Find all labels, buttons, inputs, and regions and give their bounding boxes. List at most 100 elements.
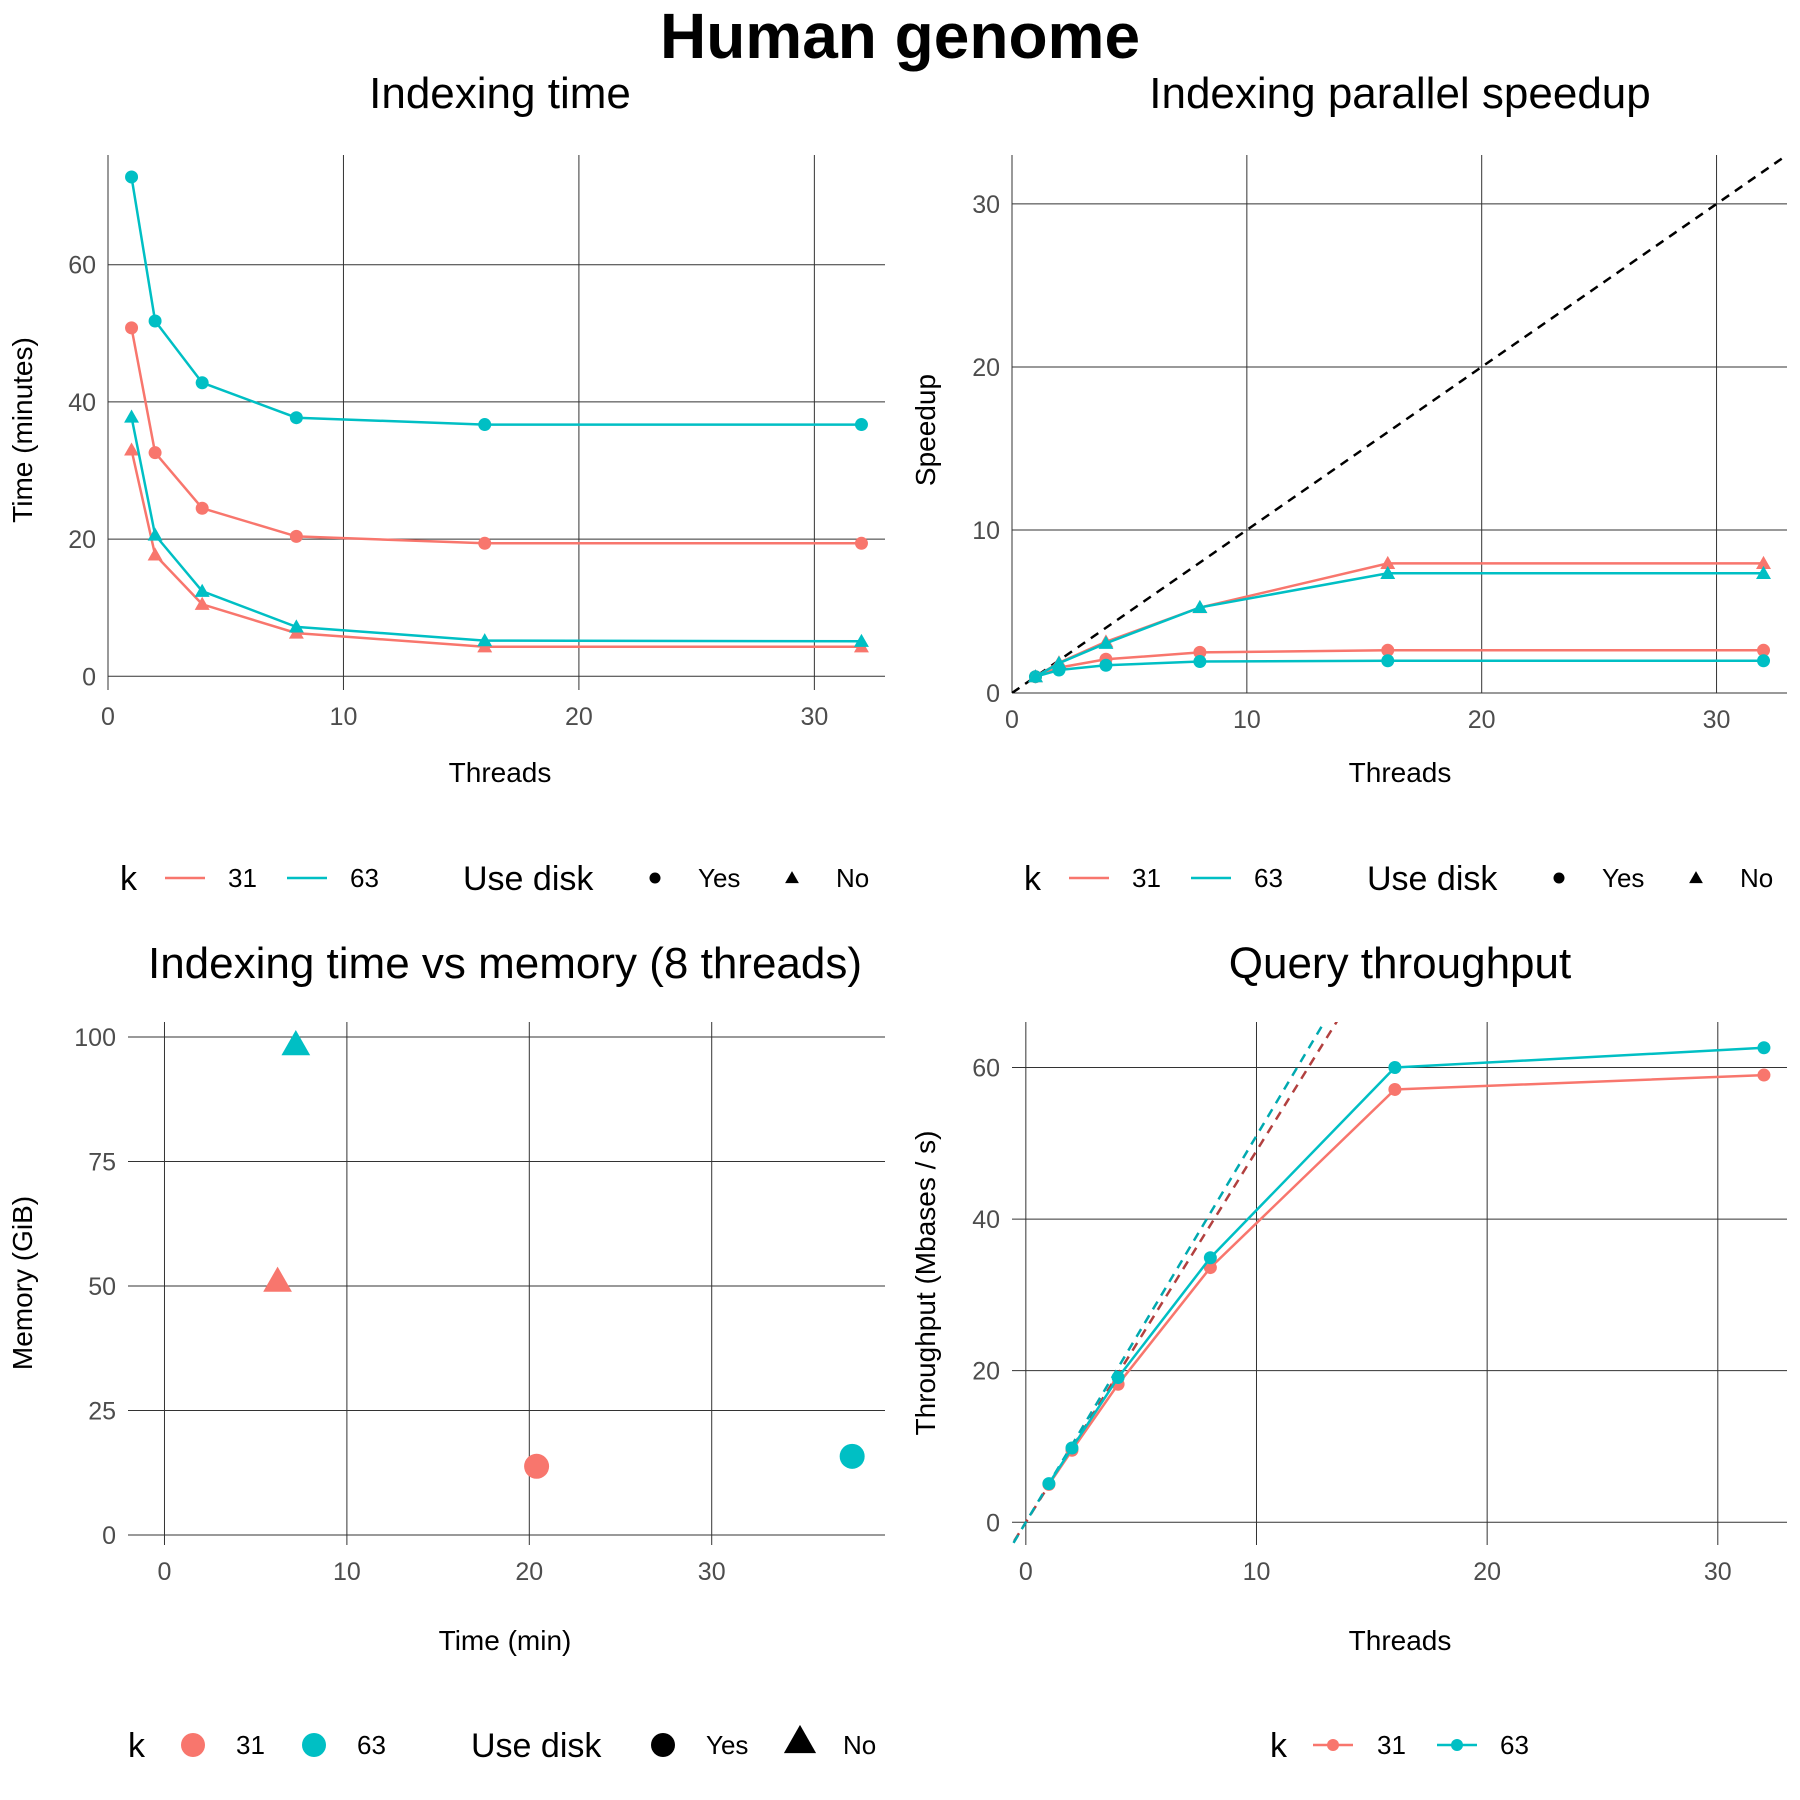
data-point xyxy=(1757,643,1771,657)
x-axis-label: Threads xyxy=(1349,757,1452,788)
series-line-k63 xyxy=(1047,1046,1764,1485)
data-point xyxy=(263,1266,292,1292)
legend-title-disk: Use disk xyxy=(1367,860,1498,898)
legend-label: 31 xyxy=(1377,1730,1406,1760)
legend-label: 63 xyxy=(1500,1730,1529,1760)
data-point xyxy=(1756,565,1771,579)
data-point xyxy=(1381,643,1395,657)
data-point xyxy=(1388,1060,1402,1074)
legend-label: No xyxy=(843,1730,876,1760)
y-tick-label: 60 xyxy=(972,1054,1000,1082)
data-point xyxy=(1192,599,1208,614)
x-tick-label: 0 xyxy=(158,1558,172,1586)
x-tick-label: 30 xyxy=(800,703,828,731)
legend-key-k31 xyxy=(181,1733,205,1757)
data-point xyxy=(281,1030,311,1056)
plot-area xyxy=(1012,1022,1771,1545)
legend: k 31 63 Use disk Yes No xyxy=(1024,860,1773,898)
data-point xyxy=(1380,555,1396,569)
y-tick-label: 50 xyxy=(88,1273,116,1301)
legend: k 31 63 Use disk Yes No xyxy=(128,1724,876,1765)
x-axis-label: Time (min) xyxy=(439,1625,572,1656)
y-tick-label: 40 xyxy=(68,389,96,417)
panel-speedup: Indexing parallel speedup 0 10 20 30 0 10 20 30 T… xyxy=(910,69,1787,898)
data-point xyxy=(194,596,210,610)
y-tick-label: 10 xyxy=(972,517,1000,545)
data-point xyxy=(839,1443,865,1469)
panel-throughput: Query throughput 0 10 20 30 0 20 40 60 Threads Thr… xyxy=(910,939,1787,1765)
legend-title-k: k xyxy=(120,860,138,898)
y-tick-label: 30 xyxy=(972,191,1000,219)
data-point xyxy=(195,376,209,390)
legend-key-k31-point xyxy=(1327,1739,1339,1751)
panel-title: Indexing time xyxy=(369,69,631,118)
data-point xyxy=(194,583,210,597)
legend-key-k63 xyxy=(302,1733,326,1757)
data-point xyxy=(1051,655,1067,669)
legend-title-k: k xyxy=(1270,1727,1288,1765)
y-tick-label: 20 xyxy=(972,354,1000,382)
data-point xyxy=(1028,669,1043,683)
data-point xyxy=(195,501,209,515)
y-tick-label: 20 xyxy=(68,526,96,554)
data-point xyxy=(147,547,163,561)
data-point xyxy=(854,536,868,550)
panel-title: Indexing time vs memory (8 threads) xyxy=(148,939,862,988)
data-point xyxy=(1757,654,1771,668)
series-line-k31-disk-yes xyxy=(130,327,862,545)
y-tick-label: 25 xyxy=(88,1398,116,1426)
data-point xyxy=(148,314,162,328)
x-tick-label: 30 xyxy=(698,1558,726,1586)
legend-key-k63-point xyxy=(1451,1739,1463,1751)
y-tick-label: 75 xyxy=(88,1148,116,1176)
data-point xyxy=(477,633,493,647)
legend-key-disk-no xyxy=(1689,871,1703,884)
series-line-k31-disk-no xyxy=(130,449,862,649)
data-point xyxy=(1380,565,1396,579)
data-point xyxy=(478,418,492,432)
series-line-k63-disk-yes xyxy=(1035,659,1764,678)
x-axis-label: Threads xyxy=(1349,1625,1452,1656)
y-axis-label: Throughput (Mbases / s) xyxy=(910,1130,941,1435)
legend-label: Yes xyxy=(698,863,740,893)
panel-title: Indexing parallel speedup xyxy=(1149,69,1651,118)
data-point xyxy=(1042,1477,1056,1491)
data-point xyxy=(1098,635,1114,649)
panel-time: Indexing time 0 10 20 30 0 20 40 60 Threads Time (… xyxy=(7,69,885,898)
legend-label: 31 xyxy=(236,1730,265,1760)
data-point xyxy=(288,619,304,633)
plot-area xyxy=(124,170,869,653)
series-line-k63-disk-no xyxy=(130,416,862,643)
y-tick-label: 0 xyxy=(986,680,1000,708)
data-point xyxy=(853,633,869,647)
linear-scaling-line-k63 xyxy=(1012,1022,1326,1545)
data-point xyxy=(1381,654,1395,668)
legend-title-disk: Use disk xyxy=(463,860,594,898)
legend-key-disk-no xyxy=(783,1724,817,1754)
data-point xyxy=(1193,645,1207,659)
legend-label: 63 xyxy=(1254,863,1283,893)
panel-title: Query throughput xyxy=(1229,939,1571,988)
y-tick-label: 40 xyxy=(972,1206,1000,1234)
data-point xyxy=(124,409,140,423)
data-point xyxy=(147,527,163,541)
legend-key-disk-yes xyxy=(649,872,661,884)
data-point xyxy=(148,446,162,460)
plot-area xyxy=(1012,155,1787,693)
legend-key-disk-yes xyxy=(651,1733,675,1757)
y-axis-label: Speedup xyxy=(910,374,941,486)
data-point xyxy=(1203,1251,1217,1265)
x-tick-label: 0 xyxy=(1019,1558,1033,1586)
data-point xyxy=(289,529,303,543)
y-axis-label: Time (minutes) xyxy=(7,337,38,523)
x-tick-label: 20 xyxy=(1468,706,1496,734)
data-point xyxy=(1756,555,1771,569)
data-point xyxy=(1757,1068,1771,1082)
data-point xyxy=(124,442,140,456)
data-point xyxy=(1388,1082,1402,1096)
legend-label: 63 xyxy=(350,863,379,893)
y-tick-label: 20 xyxy=(972,1358,1000,1386)
y-tick-label: 0 xyxy=(986,1509,1000,1537)
legend-label: Yes xyxy=(1602,863,1644,893)
series-line-k63-disk-yes xyxy=(130,176,862,426)
